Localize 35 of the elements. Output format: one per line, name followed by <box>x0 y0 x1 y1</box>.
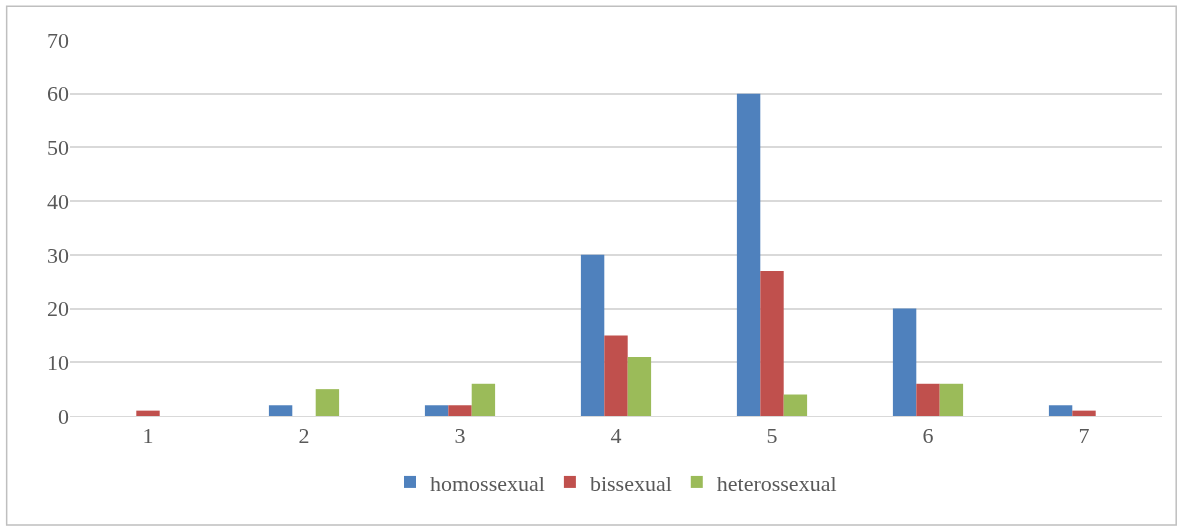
bar <box>136 410 160 416</box>
y-tick-label: 40 <box>47 188 69 214</box>
bar <box>916 383 940 416</box>
y-tick-label: 30 <box>47 242 69 268</box>
x-tick-label: 3 <box>454 423 466 449</box>
x-tick-label: 6 <box>922 423 934 449</box>
x-tick-label: 7 <box>1078 423 1090 449</box>
y-tick-label: 70 <box>47 27 69 53</box>
bar <box>939 383 964 416</box>
bar <box>1048 405 1073 416</box>
y-tick-label: 0 <box>58 403 69 429</box>
bar <box>580 254 605 416</box>
bar <box>315 389 340 416</box>
legend-label: homossexual <box>430 470 545 496</box>
legend-label: bissexual <box>589 470 672 496</box>
bar <box>448 405 472 416</box>
bar <box>1072 410 1096 416</box>
bar <box>268 405 293 416</box>
y-tick-label: 10 <box>47 349 69 375</box>
x-tick-label: 1 <box>142 423 154 449</box>
x-tick-label: 2 <box>298 423 310 449</box>
bar <box>892 308 917 416</box>
bar <box>783 394 808 416</box>
x-tick-label: 4 <box>610 423 622 449</box>
bar <box>760 270 784 416</box>
x-tick-label: 5 <box>766 423 778 449</box>
y-tick-label: 60 <box>47 81 69 107</box>
y-tick-label: 50 <box>47 135 69 161</box>
bar <box>627 356 652 416</box>
bar <box>424 405 449 416</box>
bar <box>604 335 628 416</box>
bar <box>736 93 761 416</box>
y-tick-label: 20 <box>47 296 69 322</box>
legend-label: heterossexual <box>716 470 837 496</box>
bar <box>471 383 496 416</box>
